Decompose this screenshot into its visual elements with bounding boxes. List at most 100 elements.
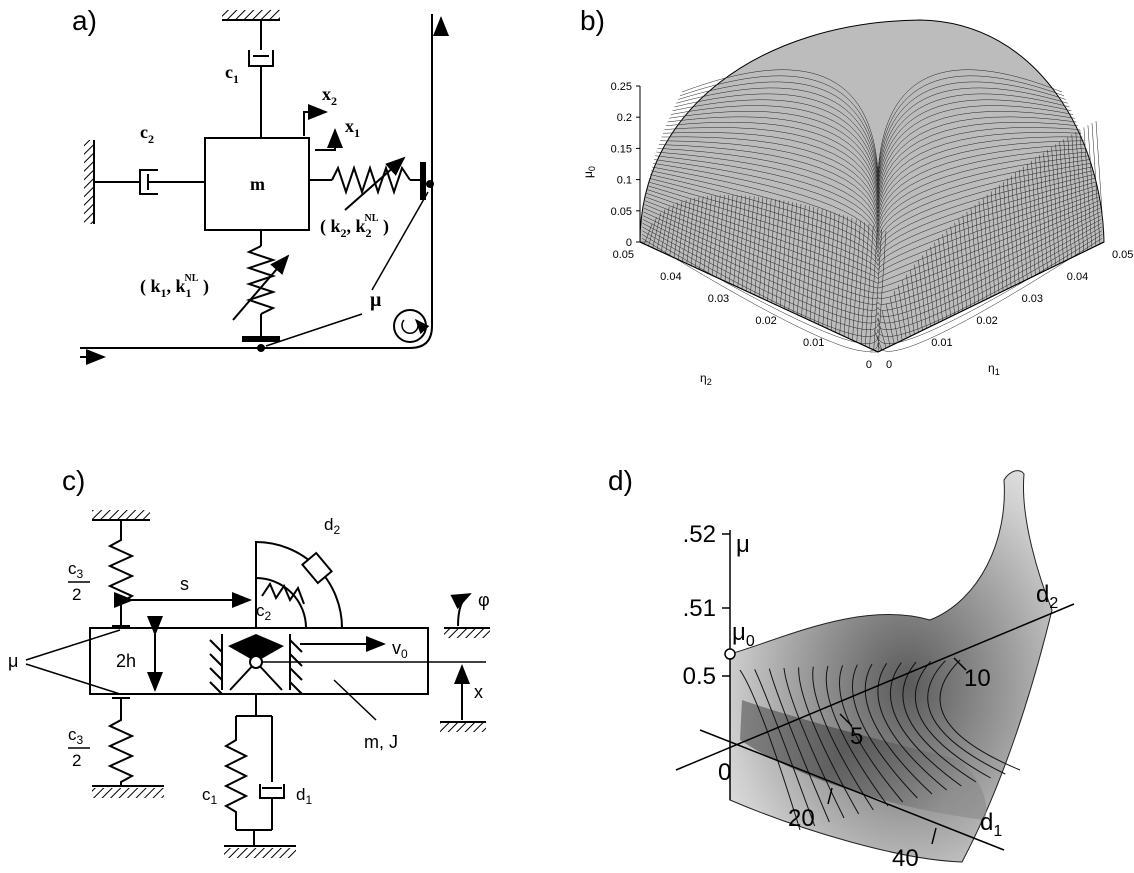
panel-c-rotor-model: c) c3 2 s 2h μ c2 d2 bbox=[8, 465, 490, 858]
d-contour-line bbox=[877, 663, 947, 791]
b-mesh-contour bbox=[664, 127, 1080, 210]
ground-x-hatch bbox=[440, 722, 486, 732]
b-mesh-line bbox=[1091, 123, 1101, 244]
b-left-tick-label: 0 bbox=[866, 359, 872, 371]
contact-pad-right bbox=[420, 162, 426, 200]
b-mesh-contour bbox=[641, 238, 1103, 352]
b-right-tick-label: 0.04 bbox=[1067, 271, 1088, 283]
d-contour-line bbox=[902, 661, 977, 783]
belt-pulley bbox=[393, 309, 427, 343]
label-d1: d1 bbox=[296, 785, 312, 807]
b-mesh-line bbox=[946, 230, 955, 315]
label-d2: d2 bbox=[324, 515, 340, 537]
b-z-tick-label: 0.15 bbox=[611, 143, 632, 155]
b-mesh-line bbox=[1063, 139, 1072, 258]
label-x1: x1 bbox=[345, 116, 360, 140]
b-mesh-contour bbox=[681, 69, 1063, 173]
d-contour-line bbox=[798, 667, 860, 815]
b-mesh-line bbox=[966, 211, 976, 305]
b-right-tick-label: 0.01 bbox=[931, 337, 952, 349]
b-mesh-contour bbox=[670, 105, 1074, 194]
mu-pointer-1 bbox=[371, 191, 429, 291]
b-mesh-line bbox=[754, 197, 763, 296]
b-mesh-line bbox=[885, 303, 895, 345]
b-mesh-line bbox=[792, 203, 802, 313]
b-mesh-line bbox=[990, 191, 1000, 294]
b-mesh-contour bbox=[644, 200, 1100, 289]
d-contour-line bbox=[851, 664, 918, 799]
d-d2-axis-label: d2 bbox=[1036, 581, 1058, 612]
b-mesh-line bbox=[797, 204, 806, 315]
d-origin-label: 0 bbox=[718, 759, 731, 786]
b-mesh-contour bbox=[658, 144, 1086, 225]
b-mesh-line bbox=[784, 202, 793, 309]
d-contour-line bbox=[812, 666, 874, 811]
b-mesh-line bbox=[914, 264, 923, 331]
b-mesh-contour bbox=[672, 99, 1072, 191]
damper-c1-cup bbox=[248, 50, 274, 67]
panel-c-label: c) bbox=[62, 465, 85, 496]
b-mesh-line bbox=[865, 225, 874, 347]
b-left-tick-label: 0.05 bbox=[613, 249, 634, 261]
b-z-tick-label: 0.05 bbox=[611, 206, 632, 218]
b-mesh-line bbox=[763, 198, 772, 299]
b-mesh-line bbox=[831, 213, 840, 331]
label-c3-bottom-den: 2 bbox=[72, 751, 81, 770]
b-mesh-contour bbox=[678, 81, 1066, 180]
b-left-tick-label: 0.03 bbox=[708, 293, 729, 305]
damper-d1-cup bbox=[259, 784, 285, 799]
label-v0: v0 bbox=[392, 638, 408, 661]
ground-bottom-left-hatch bbox=[92, 788, 164, 798]
label-mJ: m, J bbox=[364, 732, 398, 752]
b-mesh-line bbox=[656, 209, 666, 250]
d-contour-line bbox=[754, 669, 816, 827]
b-mesh-line bbox=[1051, 147, 1060, 264]
b-mesh-line bbox=[822, 211, 831, 327]
b-mesh-contour bbox=[642, 223, 1102, 324]
b-mesh-line bbox=[902, 279, 911, 337]
label-c3-bottom: c3 bbox=[68, 725, 84, 747]
b-mesh-line bbox=[724, 195, 734, 282]
b-mesh-line bbox=[982, 197, 992, 298]
b-mesh-contour bbox=[642, 230, 1102, 337]
b-right-ticks: 0 0.01 0.02 0.03 0.04 0.05 bbox=[886, 249, 1133, 371]
b-mesh-line bbox=[686, 197, 695, 264]
b-mesh-line bbox=[1002, 181, 1012, 288]
spring-k2-coil bbox=[331, 164, 411, 196]
label-phi: φ bbox=[478, 590, 490, 610]
b-mesh-line bbox=[1075, 132, 1085, 252]
phi-arrow bbox=[450, 593, 472, 627]
b-mesh-line bbox=[848, 219, 857, 339]
b-mesh-contour bbox=[679, 75, 1065, 176]
mJ-pointer bbox=[333, 679, 377, 721]
b-mesh-line bbox=[1067, 136, 1076, 256]
mu-pointer-2 bbox=[265, 313, 363, 347]
d-mu-tick-label: 0.5 bbox=[683, 663, 716, 690]
b-mesh-line bbox=[970, 208, 980, 303]
b-mesh-line bbox=[780, 201, 789, 307]
label-k2: ( k2, k2NL ) bbox=[320, 213, 389, 240]
b-mesh-contour bbox=[667, 116, 1077, 202]
d-contour-line bbox=[914, 661, 991, 779]
d-mu-tick-label: .52 bbox=[683, 521, 716, 548]
b-mesh-line bbox=[788, 203, 797, 311]
b-mesh-contour bbox=[647, 185, 1097, 270]
b-mesh-line bbox=[750, 196, 759, 294]
surface-d-dark-band bbox=[740, 700, 987, 820]
d-contour-line bbox=[768, 668, 830, 823]
b-mesh-line bbox=[1039, 155, 1048, 270]
label-x: x bbox=[474, 682, 483, 702]
panel-d-label: d) bbox=[608, 465, 633, 496]
d-d1-tick-label: 40 bbox=[892, 845, 919, 872]
b-mesh-line bbox=[958, 219, 968, 309]
d-d2-tick bbox=[839, 713, 853, 727]
contact-pad-bottom bbox=[242, 336, 280, 342]
x2-arrow bbox=[303, 104, 328, 136]
b-mesh-line bbox=[1087, 125, 1097, 246]
b-mesh-line bbox=[918, 259, 927, 329]
b-mesh-line bbox=[682, 198, 691, 262]
b-mesh-line bbox=[665, 204, 674, 254]
b-mesh-contour bbox=[651, 166, 1093, 249]
label-x2: x2 bbox=[322, 84, 337, 108]
ceiling-hatch bbox=[222, 10, 280, 20]
